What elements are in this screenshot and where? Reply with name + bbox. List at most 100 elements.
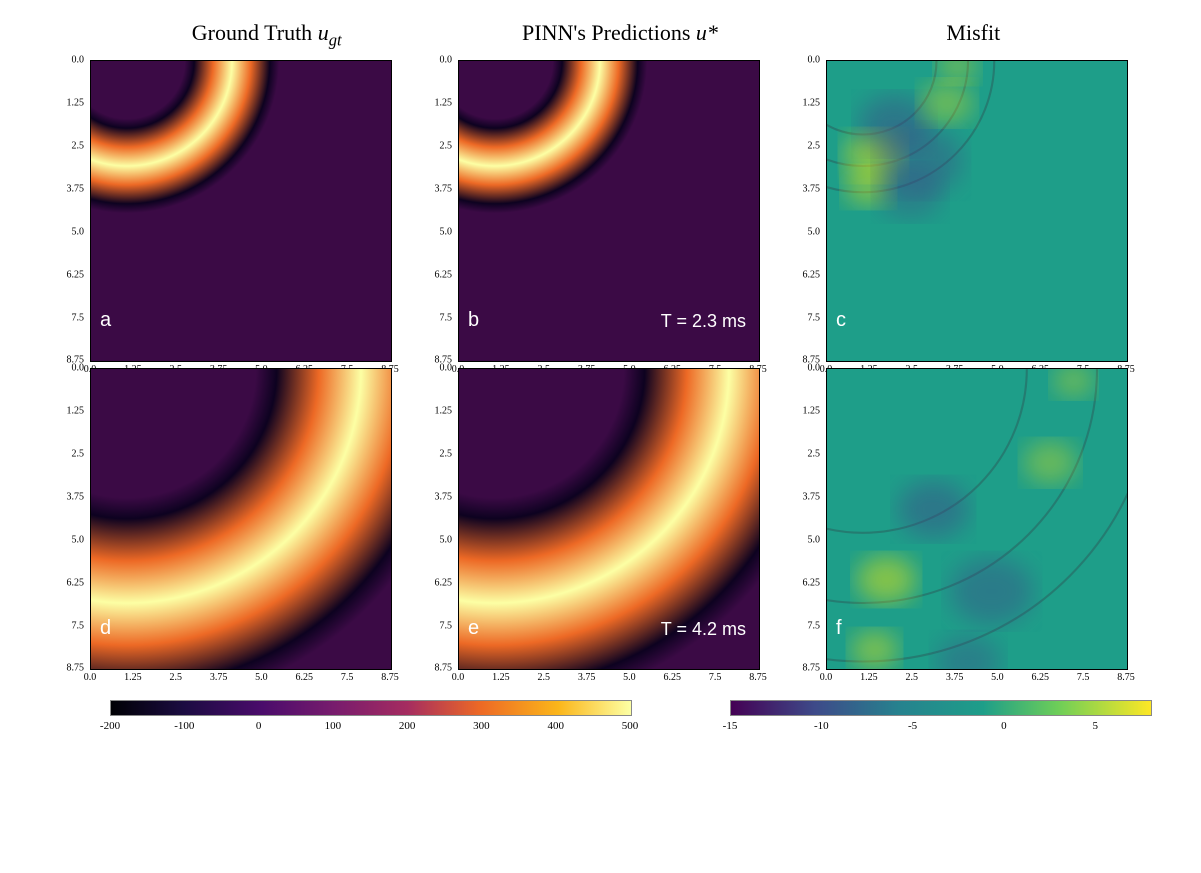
ytick: 1.25 [786, 98, 820, 109]
cbar-tick: 400 [547, 720, 564, 732]
xtick: 1.25 [124, 672, 142, 683]
xtick: 2.5 [169, 672, 182, 683]
ytick: 8.75 [786, 663, 820, 674]
xtick: 6.25 [664, 672, 682, 683]
xaxis: 0.01.252.53.755.06.257.58.75 [90, 670, 390, 688]
colorbar-inferno-strip [110, 700, 632, 716]
xtick: 3.75 [578, 672, 596, 683]
yaxis: 0.01.252.53.755.06.257.58.75 [786, 60, 824, 360]
ytick: 2.5 [50, 141, 84, 152]
panel-time-label: T = 4.2 ms [661, 619, 746, 640]
ytick: 6.25 [418, 269, 452, 280]
panel-letter: c [836, 309, 846, 332]
yaxis: 0.01.252.53.755.06.257.58.75 [418, 60, 456, 360]
plot-area [90, 60, 392, 362]
ytick: 5.0 [786, 534, 820, 545]
ytick: 1.25 [786, 406, 820, 417]
panel-letter: d [100, 617, 111, 640]
ytick: 2.5 [786, 449, 820, 460]
ytick: 6.25 [786, 577, 820, 588]
ytick: 6.25 [786, 269, 820, 280]
ytick: 2.5 [50, 449, 84, 460]
cbar-tick: -10 [814, 720, 829, 732]
ytick: 6.25 [50, 577, 84, 588]
panel-c: 0.01.252.53.755.06.257.58.750.01.252.53.… [786, 60, 1134, 362]
panel-time-label: T = 2.3 ms [661, 311, 746, 332]
xtick: 8.75 [1117, 672, 1135, 683]
xtick: 5.0 [991, 672, 1004, 683]
plot-area [90, 368, 392, 670]
ytick: 0.0 [418, 363, 452, 374]
yaxis: 0.01.252.53.755.06.257.58.75 [786, 368, 824, 668]
panel-f: 0.01.252.53.755.06.257.58.750.01.252.53.… [786, 368, 1134, 670]
panel-letter: b [468, 309, 479, 332]
ytick: 1.25 [50, 406, 84, 417]
row1: 0.01.252.53.755.06.257.58.750.01.252.53.… [50, 60, 1150, 362]
xtick: 8.75 [749, 672, 767, 683]
ytick: 7.5 [50, 312, 84, 323]
cbar-tick: 100 [325, 720, 342, 732]
cbar-tick: -100 [174, 720, 194, 732]
ytick: 7.5 [786, 620, 820, 631]
ytick: 3.75 [50, 491, 84, 502]
xtick: 5.0 [623, 672, 636, 683]
ytick: 6.25 [418, 577, 452, 588]
xtick: 3.75 [210, 672, 228, 683]
ytick: 0.0 [50, 363, 84, 374]
col-title-gt: Ground Truth ugt [97, 20, 437, 50]
ytick: 1.25 [418, 406, 452, 417]
ytick: 5.0 [418, 226, 452, 237]
col-title-gt-sub: gt [329, 30, 342, 49]
ytick: 0.0 [786, 55, 820, 66]
xtick: 5.0 [255, 672, 268, 683]
colorbars: -200-1000100200300400500 -15-10-505 [110, 700, 1150, 734]
xtick: 8.75 [381, 672, 399, 683]
ytick: 7.5 [786, 312, 820, 323]
cbar-tick: 5 [1092, 720, 1098, 732]
panel-letter: e [468, 617, 479, 640]
ytick: 3.75 [786, 491, 820, 502]
ytick: 0.0 [50, 55, 84, 66]
col-title-pred-prefix: PINN's Predictions [522, 20, 696, 45]
ytick: 6.25 [50, 269, 84, 280]
xtick: 0.0 [820, 672, 833, 683]
ytick: 7.5 [50, 620, 84, 631]
panel-b: 0.01.252.53.755.06.257.58.750.01.252.53.… [418, 60, 766, 362]
ytick: 5.0 [50, 534, 84, 545]
xtick: 2.5 [905, 672, 918, 683]
figure-grid: Ground Truth ugt PINN's Predictions u* M… [50, 20, 1150, 734]
ytick: 1.25 [50, 98, 84, 109]
col-title-gt-prefix: Ground Truth [192, 20, 318, 45]
ytick: 2.5 [418, 141, 452, 152]
ytick: 5.0 [418, 534, 452, 545]
ytick: 3.75 [418, 491, 452, 502]
panel-letter: a [100, 309, 111, 332]
cbar-tick: 200 [399, 720, 416, 732]
ytick: 8.75 [50, 663, 84, 674]
panel-a: 0.01.252.53.755.06.257.58.750.01.252.53.… [50, 60, 398, 362]
xtick: 1.25 [860, 672, 878, 683]
xaxis: 0.01.252.53.755.06.257.58.75 [458, 670, 758, 688]
xtick: 0.0 [84, 672, 97, 683]
cbar-tick: 0 [256, 720, 262, 732]
ytick: 7.5 [418, 620, 452, 631]
xtick: 6.25 [1032, 672, 1050, 683]
xtick: 7.5 [341, 672, 354, 683]
xtick: 7.5 [1077, 672, 1090, 683]
ytick: 5.0 [786, 226, 820, 237]
xaxis: 0.01.252.53.755.06.257.58.75 [826, 670, 1126, 688]
row2: 0.01.252.53.755.06.257.58.750.01.252.53.… [50, 368, 1150, 670]
colorbar-viridis: -15-10-505 [730, 700, 1150, 734]
col-title-misfit: Misfit [803, 20, 1143, 50]
cbar-tick: 300 [473, 720, 490, 732]
ytick: 5.0 [50, 226, 84, 237]
xtick: 6.25 [296, 672, 314, 683]
cbar-tick: 500 [622, 720, 639, 732]
plot-area [826, 368, 1128, 670]
panel-d: 0.01.252.53.755.06.257.58.750.01.252.53.… [50, 368, 398, 670]
colorbar-viridis-ticks: -15-10-505 [730, 716, 1150, 734]
ytick: 2.5 [418, 449, 452, 460]
xtick: 3.75 [946, 672, 964, 683]
ytick: 3.75 [50, 183, 84, 194]
col-title-pred: PINN's Predictions u* [450, 20, 790, 50]
